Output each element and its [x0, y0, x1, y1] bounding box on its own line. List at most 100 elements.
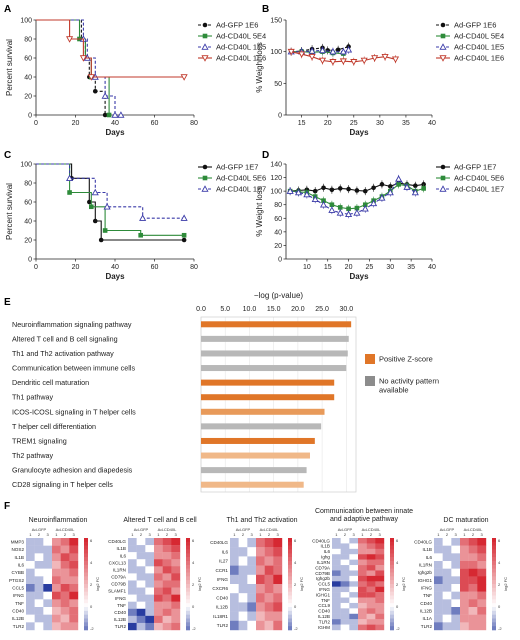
heatmap-cell	[43, 576, 53, 585]
heatmap-cell	[52, 538, 61, 546]
gene-label: CD40	[12, 608, 24, 613]
heatmap-cell	[238, 565, 248, 575]
heatmap-cell	[340, 559, 350, 566]
colorbar-step	[390, 561, 394, 566]
pathway-label: Granulocyte adhesion and diapedesis	[12, 466, 133, 475]
gene-label: TNF	[15, 601, 24, 606]
x-tick-label: 0	[34, 264, 38, 271]
heatmap-cell	[349, 613, 359, 620]
heatmap-cell	[366, 581, 376, 587]
heatmap-cell	[442, 591, 452, 600]
y-tick-label: 80	[24, 181, 32, 188]
colorbar-step	[390, 541, 394, 546]
heatmap-cell	[34, 599, 44, 608]
heatmap-cell	[349, 586, 359, 593]
colorbar-step	[288, 591, 292, 596]
heatmap-cell	[136, 587, 146, 595]
data-point	[329, 187, 335, 193]
colorbar-step	[492, 587, 496, 592]
colorbar-label: log2 FC	[197, 577, 202, 591]
legend-marker	[202, 33, 208, 39]
gene-label: IFNG	[13, 593, 24, 598]
heatmap-cell	[349, 602, 359, 609]
heatmap-cell	[375, 575, 385, 582]
heatmap-cell	[340, 608, 350, 614]
heatmap-cell	[43, 622, 53, 631]
heatmap-cell	[52, 584, 61, 592]
gene-label: MMP3	[11, 539, 25, 544]
heatmap-cell	[273, 620, 283, 631]
colorbar-step	[492, 607, 496, 612]
x-axis-label: −log (p-value)	[254, 291, 303, 300]
heatmap-cell	[26, 576, 35, 585]
heatmap-cell	[358, 597, 367, 604]
heatmap-cell	[366, 538, 376, 544]
colorbar-step	[288, 626, 292, 631]
heatmap-cell	[52, 607, 61, 615]
heatmap-cell	[477, 545, 487, 554]
panel-d: D 10 15 20 25 30 35 40 0 20 40 60 80 100 120 140 Days % W…	[255, 150, 504, 281]
colorbar-tick: 2	[192, 582, 195, 587]
heatmap-cell	[349, 570, 359, 577]
heatmap-cell	[332, 597, 341, 604]
data-point	[318, 46, 327, 54]
heatmap-cell	[162, 615, 172, 624]
heatmap-cell	[171, 622, 181, 631]
heatmap-cell	[434, 538, 443, 546]
heatmap-cell	[43, 614, 53, 623]
gene-label: CD79B	[111, 582, 126, 587]
colorbar-step	[492, 603, 496, 608]
heatmap-cell	[162, 538, 172, 546]
x-tick-label: 0.0	[196, 306, 206, 313]
colorbar-step	[390, 545, 394, 550]
data-point	[337, 205, 343, 210]
colorbar-step	[186, 603, 190, 608]
heatmap-cell	[264, 538, 274, 548]
gene-label: CYBB	[11, 570, 24, 575]
y-tick-label: 60	[24, 200, 32, 207]
heatmap-cell	[247, 538, 257, 548]
heatmap-cell	[366, 586, 376, 593]
survival-curve	[36, 163, 185, 241]
data-point	[354, 205, 360, 211]
heatmap-cell	[375, 602, 385, 609]
heatmap-cell	[238, 602, 248, 612]
gene-label: CD40LG	[414, 539, 432, 544]
heatmap-cell	[136, 552, 146, 560]
heatmap-cell	[442, 568, 452, 577]
heatmap-cell	[69, 553, 79, 562]
data-point	[286, 187, 294, 194]
colorbar-step	[288, 561, 292, 566]
heatmap-cell	[358, 586, 367, 593]
colorbar-step	[390, 572, 394, 577]
heatmap-cell	[468, 576, 478, 585]
heatmap-cell	[145, 622, 155, 631]
colorbar-step	[390, 614, 394, 619]
heatmap-cell	[247, 574, 257, 585]
heatmap-cell	[375, 559, 385, 566]
heatmap-cell	[460, 576, 469, 585]
colorbar-step	[186, 568, 190, 573]
heatmap-cell	[26, 614, 35, 623]
colorbar-step	[390, 618, 394, 623]
heatmap-cell	[145, 559, 155, 567]
heatmap-cell	[238, 593, 248, 603]
colorbar-step	[390, 553, 394, 558]
gene-label: PTGS2	[9, 578, 25, 583]
replicate-label: 2	[64, 532, 67, 537]
x-tick-label: 0	[34, 120, 38, 127]
colorbar-step	[390, 564, 394, 569]
x-tick-label: 15.0	[267, 306, 281, 313]
heatmap-cell	[136, 545, 146, 553]
panel-letter: B	[262, 4, 269, 15]
heatmap-cell	[230, 593, 239, 603]
heatmap-cell	[340, 619, 350, 625]
data-point	[321, 198, 326, 203]
heatmap-cell	[434, 568, 443, 577]
gene-label: NOS2	[11, 547, 24, 552]
colorbar-step	[390, 576, 394, 581]
colorbar-step	[186, 599, 190, 604]
legend-marker	[440, 175, 446, 181]
heatmap-cell	[26, 553, 35, 562]
heatmap-cell	[136, 538, 146, 546]
